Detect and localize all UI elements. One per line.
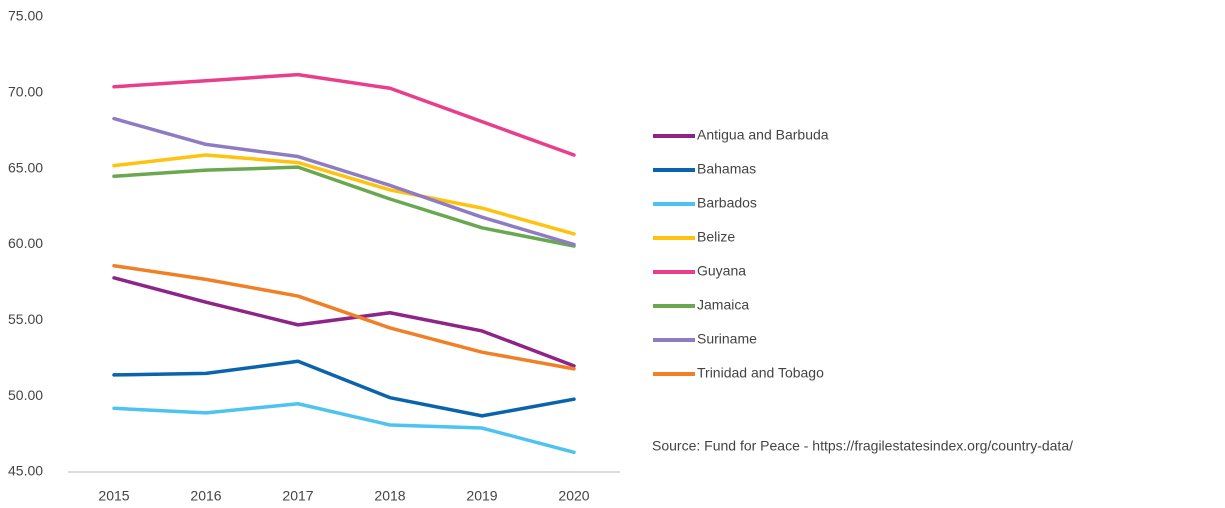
series-line (112, 153, 576, 236)
y-tick-label: 65.00 (8, 159, 43, 175)
legend-label: Belize (697, 229, 735, 245)
legend-label: Trinidad and Tobago (697, 365, 824, 381)
series-line (112, 72, 576, 157)
y-tick-label: 60.00 (8, 235, 43, 251)
series-line (112, 165, 576, 248)
x-tick-label: 2019 (466, 488, 497, 504)
x-tick-label: 2017 (282, 488, 313, 504)
y-tick-label: 55.00 (8, 311, 43, 327)
x-tick-label: 2020 (558, 488, 589, 504)
y-tick-label: 45.00 (8, 463, 43, 479)
series-line (112, 263, 576, 371)
legend-label: Suriname (697, 331, 757, 347)
y-tick-label: 70.00 (8, 84, 43, 100)
series-line (112, 116, 576, 247)
source-note: Source: Fund for Peace - https://fragile… (652, 438, 1073, 454)
legend-label: Bahamas (697, 161, 756, 177)
x-tick-label: 2015 (98, 488, 129, 504)
legend-label: Barbados (697, 195, 757, 211)
x-tick-label: 2016 (190, 488, 221, 504)
y-tick-label: 75.00 (8, 8, 43, 24)
legend-label: Guyana (697, 263, 746, 279)
x-tick-label: 2018 (374, 488, 405, 504)
series-line (112, 359, 576, 418)
y-tick-label: 50.00 (8, 387, 43, 403)
series-line (112, 402, 576, 455)
legend-label: Jamaica (697, 297, 749, 313)
legend-label: Antigua and Barbuda (697, 127, 829, 143)
series-line (112, 276, 576, 368)
